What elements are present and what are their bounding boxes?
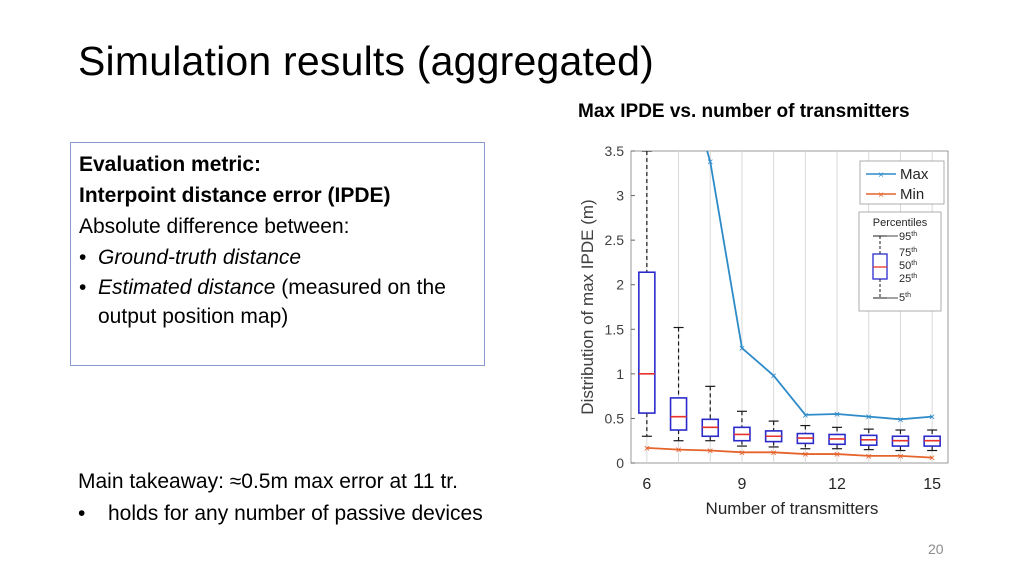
y-tick-label: 1.5 (605, 321, 625, 337)
main-takeaway: Main takeaway: ≈0.5m max error at 11 tr.… (78, 466, 483, 530)
y-tick-label: 1 (616, 366, 624, 382)
series-point-min: × (866, 451, 872, 463)
percentile-key-title: Percentiles (873, 217, 928, 229)
series-point-min: × (644, 443, 650, 455)
metric-intro: Absolute difference between: (79, 215, 350, 238)
slide-title: Simulation results (aggregated) (78, 38, 654, 84)
takeaway-line: Main takeaway: ≈0.5m max error at 11 tr. (78, 470, 458, 493)
series-point-min: × (770, 447, 776, 459)
y-axis-label: Distribution of max IPDE (m) (578, 199, 597, 414)
key-label-25: 25th (899, 273, 917, 285)
iqr-box (638, 271, 656, 414)
bullet-ground-truth: Ground-truth distance (79, 242, 484, 273)
ipde-boxplot-chart: × × × × × × × × × × × × × × × × × × × × 0 0.5 1 1.5 2 2.5 3 3.5 6 9… (578, 143, 949, 518)
y-tick-label: 0.5 (605, 410, 625, 426)
series-point-min: × (834, 449, 840, 461)
legend-frame (859, 160, 945, 205)
evaluation-metric-box: Evaluation metric: Interpoint distance e… (70, 142, 485, 366)
percentile-key: Percentiles 95th 75th 50th 25th 5th (858, 211, 942, 312)
key-label-95: 95th (899, 231, 917, 243)
legend-min-marker: × (878, 190, 884, 201)
series-point-max: × (802, 410, 808, 422)
legend-max-marker: × (878, 170, 884, 181)
series-line-min (646, 446, 933, 459)
series-line-max (706, 151, 933, 421)
x-tick-label: 9 (737, 476, 746, 493)
x-axis-label: Number of transmitters (706, 499, 879, 518)
x-tick-label: 15 (923, 476, 941, 493)
series-point-max: × (739, 343, 745, 355)
box-series (638, 151, 941, 452)
series-point-max: × (707, 157, 713, 169)
series-point-max: × (897, 414, 903, 426)
series-point-min: × (739, 447, 745, 459)
x-tick-label: 6 (642, 476, 651, 493)
iqr-box (669, 397, 688, 431)
legend-min-label: Min (900, 186, 924, 203)
series-point-min: × (802, 449, 808, 461)
metric-name: Interpoint distance error (IPDE) (79, 184, 391, 207)
series-point-max: × (866, 412, 872, 424)
bullet-estimated: Estimated distance (measured on the outp… (79, 273, 478, 331)
metric-bullets: Ground-truth distance Estimated distance… (79, 242, 484, 331)
ground-truth-text: Ground-truth distance (98, 246, 302, 269)
legend: × Max × Min (859, 160, 945, 205)
y-tick-label: 3 (616, 188, 624, 204)
y-tick-label: 2 (616, 277, 624, 293)
y-axis-ticks: 0 0.5 1 1.5 2 2.5 3 3.5 (605, 143, 635, 471)
estimated-text: Estimated distance (98, 276, 276, 299)
x-axis-ticks: 6 9 12 15 (642, 476, 941, 493)
y-tick-label: 0 (616, 455, 624, 471)
bullet-glyph: • (78, 502, 86, 525)
legend-max-label: Max (900, 166, 929, 183)
series-point-min: × (929, 453, 935, 465)
series-point-min: × (707, 446, 713, 458)
y-tick-label: 3.5 (605, 143, 625, 159)
metric-heading: Evaluation metric: (79, 153, 262, 176)
estimated-note: (measured on the output position map) (98, 276, 446, 328)
takeaway-detail: holds for any number of passive devices (108, 502, 483, 525)
x-tick-label: 12 (828, 476, 846, 493)
page-number: 20 (928, 541, 944, 557)
chart-title: Max IPDE vs. number of transmitters (578, 101, 910, 122)
y-tick-label: 2.5 (605, 232, 625, 248)
series-point-max: × (929, 412, 935, 424)
key-label-50: 50th (899, 260, 917, 272)
key-label-75: 75th (899, 247, 917, 259)
line-series: × × × × × × × × × × × × × × × × × × × × (644, 151, 935, 465)
takeaway-bullet: • holds for any number of passive devices (78, 498, 483, 530)
series-point-max: × (770, 371, 776, 383)
key-label-5: 5th (899, 292, 911, 304)
grid (646, 151, 933, 463)
series-point-max: × (834, 409, 840, 421)
series-point-min: × (675, 445, 681, 457)
series-point-min: × (897, 451, 903, 463)
